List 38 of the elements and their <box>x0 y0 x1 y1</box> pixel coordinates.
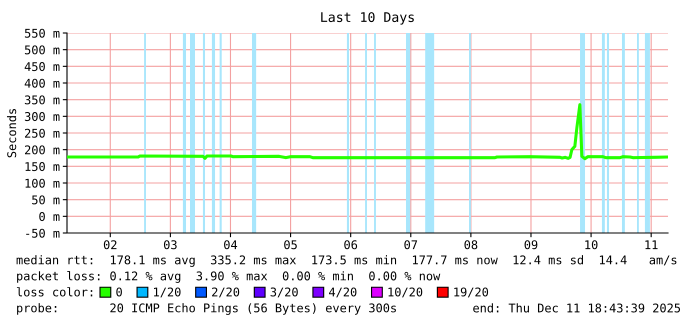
legend-label: 1/20 <box>154 287 181 298</box>
legend-title: loss color: <box>16 287 92 296</box>
legend-label: 0 <box>116 287 122 296</box>
y-tick-label: 150 m <box>26 162 60 172</box>
y-tick-label: -50 m <box>26 228 60 238</box>
y-tick-label: 100 m <box>26 178 60 188</box>
chart-title: Last 10 Days <box>321 12 414 25</box>
y-tick-label: 50 m <box>32 195 60 204</box>
legend-label: 10/20 <box>388 287 422 298</box>
x-tick-label: 10 <box>585 240 598 250</box>
text: packet loss: 0.12 % avg 3.90 % max 0.00 % min 0.00 % now <box>17 271 440 283</box>
text: median rtt: 178.1 ms avg 335.2 ms max 173.5 ms min 177.7 ms now 12.4 ms sd 14.4 am/s <box>16 255 676 267</box>
y-tick-label: 200 m <box>24 145 60 154</box>
x-tick-label: 07 <box>404 240 418 250</box>
y-tick-label: 400 m <box>24 78 60 88</box>
line-series <box>67 103 668 160</box>
y-axis-title: Seconds <box>6 109 16 158</box>
legend-label: 4/20 <box>329 287 356 298</box>
x-tick-label: 11 <box>645 240 658 250</box>
x-tick-label: 09 <box>524 240 538 250</box>
y-tick-label: 500 m <box>24 45 60 54</box>
x-tick-label: 06 <box>344 240 358 250</box>
x-tick-label: 03 <box>164 240 177 250</box>
legend-label: 19/20 <box>454 287 488 298</box>
y-tick-label: 550 m <box>24 28 60 38</box>
text: end: Thu Dec 11 18:43:39 2025 <box>473 303 680 312</box>
legend-label: 3/20 <box>270 287 298 298</box>
legend-label: 2/20 <box>212 287 240 298</box>
y-tick-label: 0 m <box>39 212 60 222</box>
y-tick-label: 450 m <box>24 62 60 72</box>
x-tick-label: 02 <box>104 240 116 250</box>
text: probe: 20 ICMP Echo Pings (56 Bytes) every 300s <box>17 303 396 315</box>
x-tick-label: 08 <box>464 240 478 250</box>
x-tick-label: 05 <box>284 240 297 250</box>
y-tick-label: 250 m <box>24 128 60 138</box>
y-tick-label: 350 m <box>24 95 60 104</box>
y-tick-label: 300 m <box>24 112 60 122</box>
x-tick-label: 04 <box>224 240 238 250</box>
